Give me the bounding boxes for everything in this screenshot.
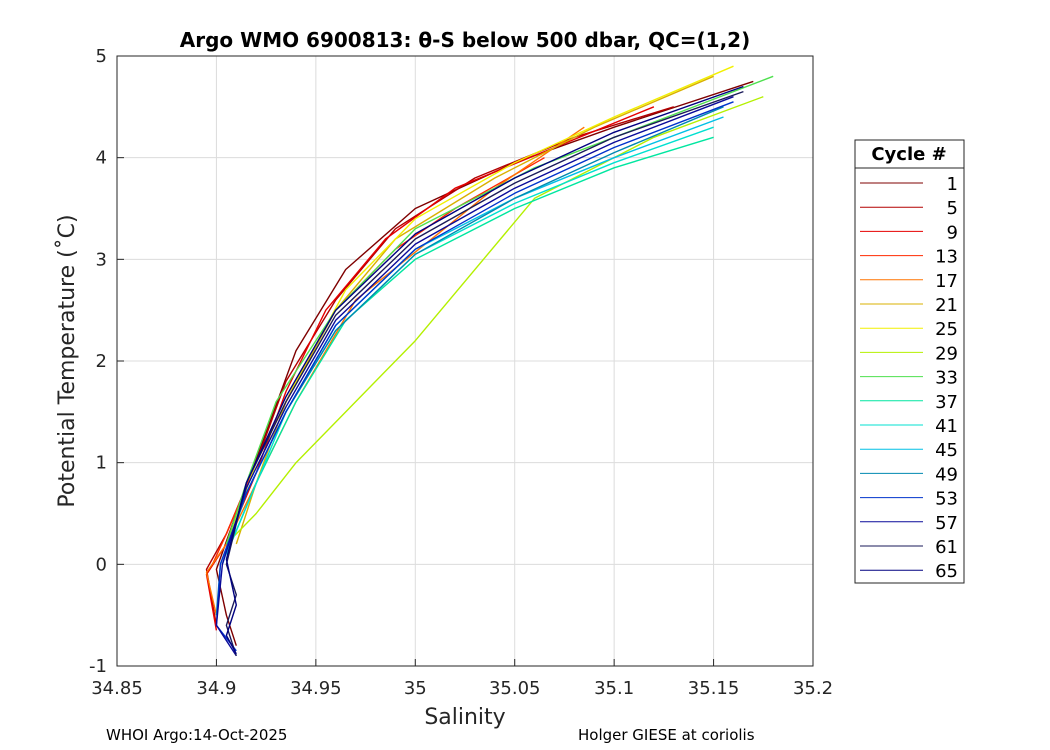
series-layer — [205, 65, 774, 657]
y-tick-label: -1 — [89, 656, 107, 677]
legend-title: Cycle # — [871, 144, 946, 165]
y-tick-label: 2 — [96, 351, 107, 372]
legend-label-13: 13 — [935, 247, 958, 268]
series-line-cycle-29 — [225, 96, 764, 545]
legend-box — [854, 139, 965, 584]
legend-label-29: 29 — [935, 343, 958, 364]
y-tick-label: 3 — [96, 249, 107, 270]
footer-credit-date: WHOI Argo:14-Oct-2025 — [106, 726, 288, 744]
legend-label-37: 37 — [935, 392, 958, 413]
footer-credit-author: Holger GIESE at coriolis — [578, 726, 755, 744]
legend-label-45: 45 — [935, 440, 958, 461]
legend-label-9: 9 — [947, 222, 958, 243]
legend-label-21: 21 — [935, 295, 958, 316]
legend-label-65: 65 — [935, 561, 958, 582]
legend-label-17: 17 — [935, 271, 958, 292]
series-line-cycle-65 — [225, 85, 744, 655]
x-tick-label: 35.15 — [688, 678, 740, 699]
x-tick-label: 34.95 — [290, 678, 342, 699]
legend-label-53: 53 — [935, 489, 958, 510]
x-tick-label: 35.1 — [594, 678, 634, 699]
y-tick-label: 1 — [96, 453, 107, 474]
y-tick-label: 4 — [96, 148, 107, 169]
legend-entries: 1 5 9 13 17 21 25 29 33 37 41 45 49 53 57 61 65 — [860, 174, 958, 582]
legend-label-61: 61 — [935, 537, 958, 558]
x-axis-label: Salinity — [424, 705, 505, 730]
series-line-cycle-57 — [215, 96, 734, 657]
series-line-cycle-37 — [225, 136, 714, 555]
legend: Cycle # 1 5 9 13 17 21 25 29 33 37 41 45 49 53 57 61 65 — [854, 139, 965, 584]
legend-label-49: 49 — [935, 464, 958, 485]
y-tick-label: 5 — [96, 46, 107, 67]
y-tick-label: 0 — [96, 554, 107, 575]
x-tick-label: 34.85 — [91, 678, 143, 699]
x-tick-label: 35 — [404, 678, 427, 699]
legend-label-33: 33 — [935, 368, 958, 389]
legend-label-41: 41 — [935, 416, 958, 437]
x-tick-label: 35.05 — [489, 678, 541, 699]
chart-title: Argo WMO 6900813: θ-S below 500 dbar, QC… — [180, 28, 750, 52]
legend-label-1: 1 — [947, 174, 958, 195]
ticks: 34.85 34.9 34.95 35 35.05 35.1 35.15 35.2-10123… — [89, 46, 833, 699]
series-line-cycle-61 — [225, 90, 744, 657]
series-line-cycle-21 — [235, 75, 714, 545]
x-tick-label: 34.9 — [196, 678, 236, 699]
legend-label-25: 25 — [935, 319, 958, 340]
y-axis-label: Potential Temperature (˚C) — [55, 214, 80, 507]
legend-label-5: 5 — [947, 198, 958, 219]
series-line-cycle-53 — [215, 101, 734, 652]
x-tick-label: 35.2 — [793, 678, 833, 699]
legend-label-57: 57 — [935, 513, 958, 534]
